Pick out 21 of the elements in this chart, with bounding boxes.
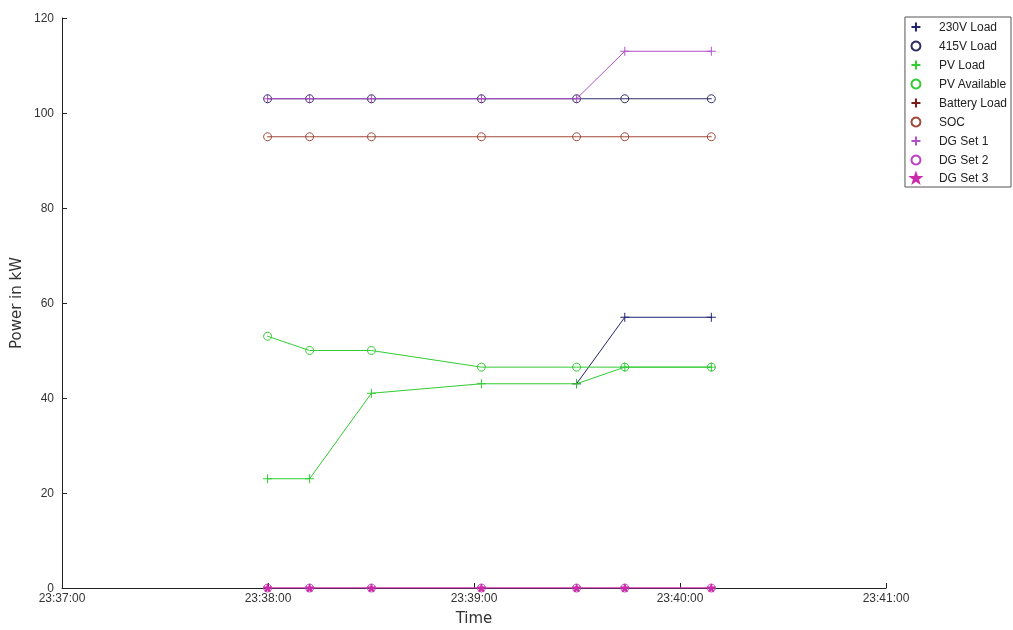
y-tick-label: 20 [40,486,55,500]
legend-label: Battery Load [938,96,1007,110]
x-tick-label: 23:39:00 [450,591,498,605]
legend-label: 415V Load [938,39,998,53]
legend-label: SOC [938,115,966,129]
x-axis-title: Time [454,608,493,627]
legend-label: DG Set 1 [938,134,989,148]
x-tick-label: 23:41:00 [862,591,910,605]
y-axis-title: Power in kW [6,256,25,350]
legend-label: DG Set 3 [938,171,989,185]
y-tick-label: 80 [40,201,55,215]
y-tick-label: 120 [33,11,55,25]
legend-label: PV Available [938,77,1007,91]
legend-label: DG Set 2 [938,153,989,167]
x-tick-label: 23:40:00 [656,591,704,605]
y-tick-label: 40 [40,391,55,405]
y-tick-label: 60 [40,296,55,310]
legend-label: 230V Load [938,20,998,34]
x-tick-label: 23:38:00 [244,591,292,605]
legend-label: PV Load [938,58,985,72]
y-tick-label: 100 [33,106,55,120]
